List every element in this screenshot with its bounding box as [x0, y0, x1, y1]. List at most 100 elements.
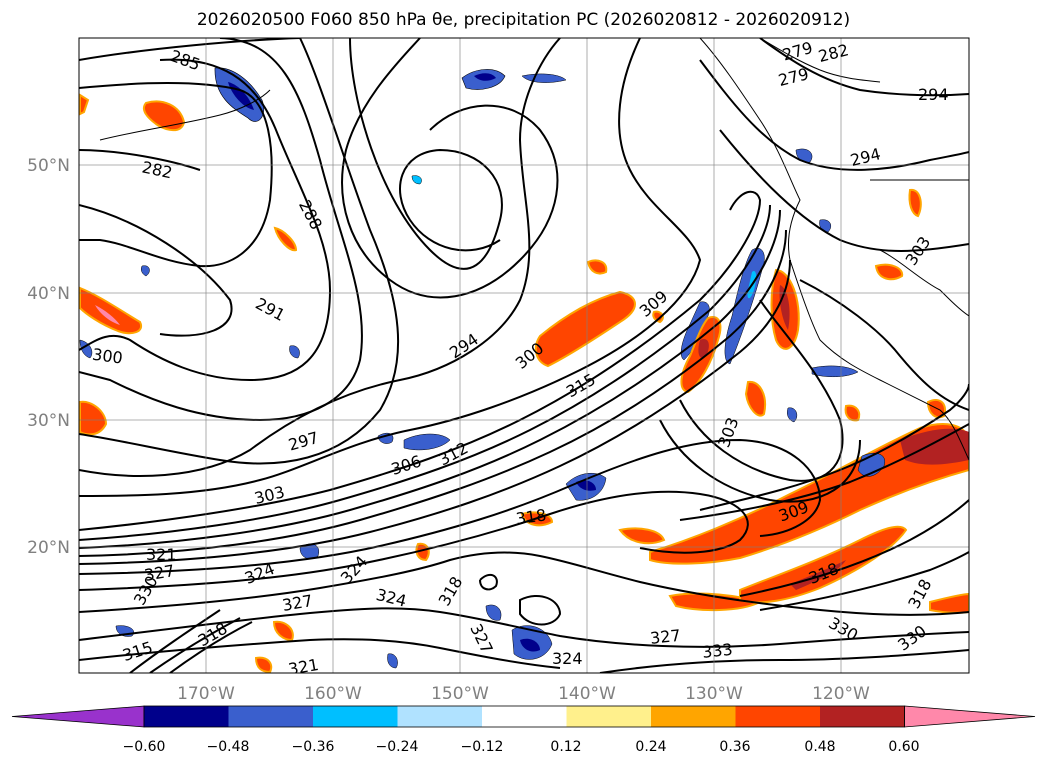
precip-positive-area [95, 305, 120, 325]
precip-positive-area [79, 286, 143, 335]
coastline [759, 38, 881, 83]
contour-line [349, 38, 503, 270]
colorbar-cell [228, 706, 313, 727]
contour-label: 327 [649, 626, 681, 648]
contour-line [341, 38, 559, 299]
contour-line [79, 38, 561, 477]
contour-line [79, 38, 400, 465]
lat-label: 30°N [27, 411, 70, 431]
contour-label: 321 [287, 655, 320, 679]
colorbar-extend-max [904, 705, 1036, 728]
contour-line [679, 423, 969, 521]
contour-line [79, 204, 233, 337]
precip-positive-area [534, 290, 636, 368]
precip-positive-area [272, 620, 294, 642]
colorbar-cells [11, 705, 1036, 728]
colorbar-cell [651, 706, 736, 727]
colorbar-tick-label: −0.48 [207, 739, 250, 755]
contour-line [79, 82, 273, 268]
contour-line [79, 149, 201, 171]
precip-positive-area [790, 560, 846, 590]
contour-line [799, 279, 969, 411]
contour-line [79, 490, 749, 591]
precip-positive-area [739, 525, 908, 604]
colorbar-tick-label: 0.24 [635, 739, 666, 755]
precip-negative-area [485, 604, 502, 621]
contour-line [79, 259, 791, 565]
latitude-labels: 50°N 40°N 30°N 20°N [27, 156, 70, 558]
contour-line [169, 621, 253, 673]
contour-line [519, 595, 562, 626]
lat-label: 40°N [27, 284, 70, 304]
contour-line [79, 190, 762, 531]
contour-label: 333 [701, 640, 733, 662]
precip-negative-area [140, 265, 150, 277]
contour-label: 324 [552, 649, 583, 668]
precip-positive-area [79, 93, 90, 116]
precip-positive-area [844, 404, 861, 422]
precip-negative-area [403, 433, 451, 451]
coastline [699, 38, 969, 461]
colorbar-cell [313, 706, 398, 727]
precip-positive-area [586, 259, 608, 275]
colorbar-cell [735, 706, 820, 727]
precip-positive-area [929, 592, 969, 614]
graticule [79, 38, 969, 673]
precip-positive-area [874, 263, 904, 281]
precip-negative-area [289, 345, 300, 359]
contour-line [479, 573, 498, 591]
contour-label: 294 [918, 85, 949, 104]
colorbar-tick-label: −0.36 [292, 739, 335, 755]
contour-label: 321 [146, 545, 177, 564]
precip-positive-area [698, 338, 709, 359]
map-title: 2026020500 F060 850 hPa θe, precipitatio… [196, 10, 851, 30]
precip-negative-area [387, 653, 398, 669]
contour-line [79, 38, 301, 61]
lon-label: 150°W [431, 684, 489, 704]
precip-positive-area [273, 226, 298, 252]
colorbar-cell [820, 706, 905, 727]
plot-frame [78, 37, 970, 674]
lon-label: 130°W [685, 684, 743, 704]
lon-label: 120°W [812, 684, 870, 704]
contour-line [79, 607, 969, 648]
precip-positive-area [142, 100, 186, 132]
coastline [99, 89, 271, 141]
longitude-labels: 170°W 160°W 150°W 140°W 130°W 120°W [177, 684, 870, 704]
contour-line [79, 58, 332, 382]
colorbar-cell [397, 706, 482, 727]
colorbar-tick-label: −0.12 [461, 739, 504, 755]
contour-label: 318 [515, 505, 548, 528]
colorbar-tick-labels: −0.60 −0.48 −0.36 −0.24 −0.12 0.12 0.24 … [123, 739, 920, 755]
contour-line [699, 59, 969, 171]
colorbar: −0.60 −0.48 −0.36 −0.24 −0.12 0.12 0.24 … [11, 705, 1036, 755]
theta-e-contours [79, 38, 969, 673]
colorbar-cell [482, 706, 567, 727]
colorbar-cell [144, 706, 229, 727]
contour-line [129, 609, 221, 673]
colorbar-tick-label: 0.60 [888, 739, 919, 755]
contour-line [599, 649, 969, 673]
coastline [879, 249, 969, 317]
colorbar-extend-min [11, 705, 145, 728]
contour-line [79, 204, 771, 541]
precip-positive-area [900, 428, 969, 465]
precip-negative-area [787, 407, 798, 423]
contour-line [79, 209, 781, 549]
contour-line [719, 129, 969, 252]
precip-negative-area [576, 480, 596, 491]
contour-line [659, 419, 861, 503]
precip-positive-area [744, 380, 766, 417]
precip-positive-area [618, 527, 666, 545]
lat-label: 50°N [27, 156, 70, 176]
precip-positive-area [254, 656, 273, 673]
contour-line [759, 551, 969, 611]
contour-line [79, 38, 363, 422]
precip-negative-area [811, 365, 859, 377]
contour-label: 300 [91, 345, 124, 368]
precip-negative-area [411, 175, 422, 185]
contour-line [149, 617, 241, 673]
precip-negative-area [474, 73, 496, 81]
colorbar-tick-label: 0.36 [719, 739, 750, 755]
